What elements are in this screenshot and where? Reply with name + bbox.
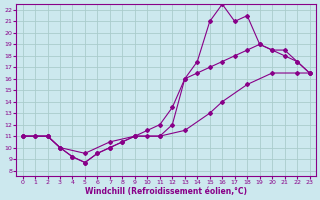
X-axis label: Windchill (Refroidissement éolien,°C): Windchill (Refroidissement éolien,°C) (85, 187, 247, 196)
